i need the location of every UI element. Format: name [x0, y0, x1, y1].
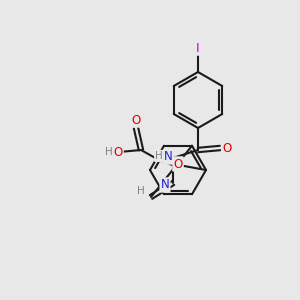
Text: O: O [131, 113, 141, 127]
Text: O: O [173, 158, 183, 170]
Text: N: N [160, 178, 169, 191]
Text: H: H [105, 147, 113, 157]
Text: O: O [222, 142, 232, 154]
Text: N: N [164, 151, 172, 164]
Text: I: I [196, 41, 200, 55]
Text: H: H [155, 151, 163, 161]
Text: O: O [113, 146, 123, 158]
Text: H: H [137, 186, 145, 196]
